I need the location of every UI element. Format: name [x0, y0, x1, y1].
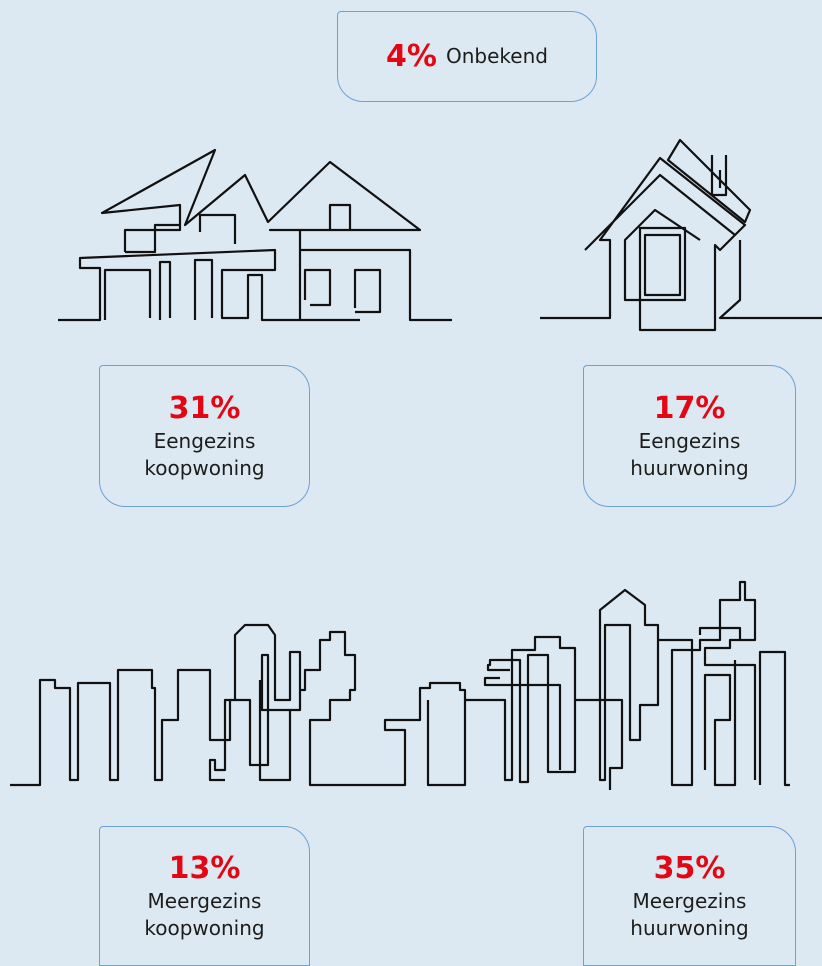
- stat-box: 17% Eengezins huurwoning: [583, 365, 796, 507]
- label: huurwoning: [630, 455, 748, 482]
- label: Meergezins: [148, 888, 262, 915]
- percentage: 35%: [654, 850, 726, 888]
- percentage: 13%: [169, 850, 241, 888]
- label: huurwoning: [630, 915, 748, 942]
- stat-box: 35% Meergezins huurwoning: [583, 826, 796, 966]
- label: Eengezins: [154, 428, 256, 455]
- label: koopwoning: [144, 915, 264, 942]
- stat-box: 13% Meergezins koopwoning: [99, 826, 310, 966]
- stat-box: 31% Eengezins koopwoning: [99, 365, 310, 507]
- house-drawing: [540, 140, 822, 330]
- skyline-drawing: [10, 582, 790, 790]
- label: Meergezins: [633, 888, 747, 915]
- label: Onbekend: [446, 43, 548, 70]
- percentage: 4%: [386, 38, 437, 76]
- houses-drawing: [58, 150, 452, 320]
- stat-box: 4% Onbekend: [337, 11, 597, 102]
- label: koopwoning: [144, 455, 264, 482]
- percentage: 31%: [169, 390, 241, 428]
- page: 4% Onbekend 31% Eengezins koopwoning 17%…: [0, 0, 822, 966]
- percentage: 17%: [654, 390, 726, 428]
- label: Eengezins: [639, 428, 741, 455]
